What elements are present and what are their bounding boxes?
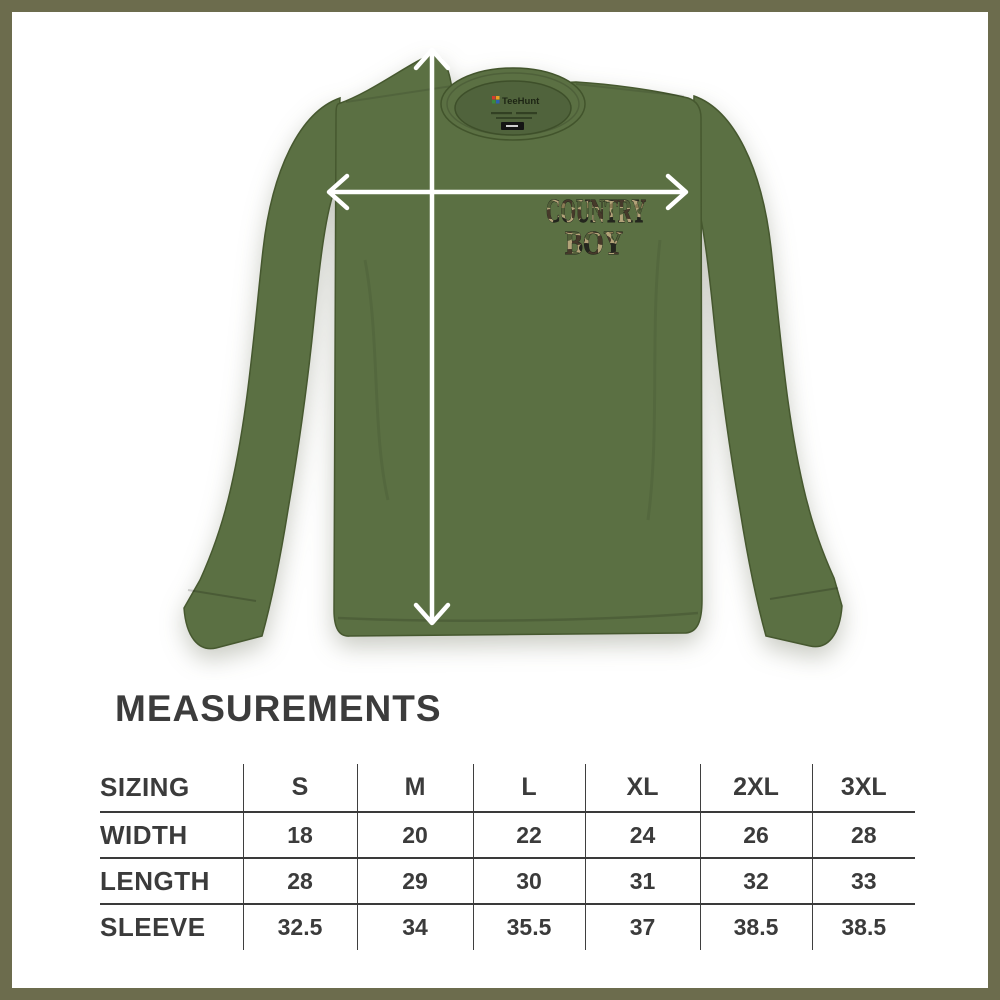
label-size-tag-mark [506, 125, 518, 127]
sleeve-xl: 37 [584, 904, 700, 950]
shirt-measurement-diagram: TeeHunt COUNTRY BOY [183, 47, 843, 650]
sleeve-3xl: 38.5 [811, 904, 915, 950]
brand-label-text: TeeHunt [502, 96, 540, 107]
sleeve-2xl: 38.5 [699, 904, 812, 950]
width-l: 22 [472, 812, 585, 859]
size-table: SIZING S M L XL 2XL 3XL WIDTH 18 20 22 2… [100, 764, 915, 950]
label-fine-print-line [491, 112, 512, 115]
chest-graphic-line1: COUNTRY [546, 193, 646, 230]
table-row-width: WIDTH 18 20 22 24 26 28 [100, 812, 915, 859]
size-table-header-row: SIZING S M L XL 2XL 3XL [100, 764, 915, 813]
width-m: 20 [356, 812, 473, 859]
header-sizing: SIZING [100, 764, 243, 813]
chest-graphic-line2: BOY [565, 225, 623, 262]
width-2xl: 26 [699, 812, 812, 859]
arrow-right-icon [665, 173, 689, 211]
chest-graphic: COUNTRY BOY [546, 193, 647, 263]
brand-logo-icon [492, 100, 496, 104]
header-size-l: L [472, 764, 585, 813]
sleeve-m: 34 [356, 904, 473, 950]
length-3xl: 33 [811, 858, 915, 905]
label-fine-print-line [496, 117, 532, 119]
brand-logo-icon [496, 96, 500, 100]
row-label-sleeve: SLEEVE [100, 912, 206, 942]
shirt-left-sleeve [183, 96, 341, 650]
header-size-2xl: 2XL [699, 764, 812, 813]
header-size-m: M [356, 764, 473, 813]
header-size-s: S [242, 764, 357, 813]
sleeve-l: 35.5 [472, 904, 585, 950]
sleeve-s: 32.5 [242, 904, 357, 950]
width-measure-arrow [326, 173, 689, 211]
header-size-3xl: 3XL [811, 764, 915, 813]
width-3xl: 28 [811, 812, 915, 859]
hem-seam [337, 611, 699, 622]
shirt-body [333, 53, 703, 637]
brand-logo-icon [492, 96, 496, 100]
length-l: 30 [472, 858, 585, 905]
page-title: MEASUREMENTS [115, 688, 442, 729]
neck-label: TeeHunt [491, 96, 540, 130]
right-cuff-seam [769, 587, 839, 600]
fabric-wrinkle [363, 259, 390, 501]
length-measure-arrow [413, 47, 451, 626]
arrow-down-icon [413, 602, 451, 626]
label-fine-print-line [516, 112, 537, 115]
header-size-xl: XL [584, 764, 700, 813]
length-s: 28 [242, 858, 357, 905]
right-shoulder-seam [575, 83, 685, 97]
arrow-up-icon [413, 47, 451, 71]
collar-opening [454, 80, 572, 136]
length-2xl: 32 [699, 858, 812, 905]
width-s: 18 [242, 812, 357, 859]
length-xl: 31 [584, 858, 700, 905]
row-label-length: LENGTH [100, 858, 243, 905]
brand-logo-icon [496, 100, 500, 104]
fabric-wrinkle [646, 239, 662, 521]
shirt-right-sleeve [691, 94, 843, 648]
arrow-left-icon [326, 173, 350, 211]
table-row-sleeve: SLEEVE 32.5 34 35.5 37 38.5 38.5 [100, 904, 915, 950]
left-shoulder-seam [345, 85, 453, 103]
measurement-arrows [326, 47, 689, 626]
shirt-image: TeeHunt COUNTRY BOY [183, 53, 843, 650]
table-row-length: LENGTH 28 29 30 31 32 33 [100, 858, 915, 905]
row-label-width: WIDTH [100, 812, 243, 859]
length-m: 29 [356, 858, 473, 905]
left-cuff-seam [187, 589, 257, 602]
width-xl: 24 [584, 812, 700, 859]
